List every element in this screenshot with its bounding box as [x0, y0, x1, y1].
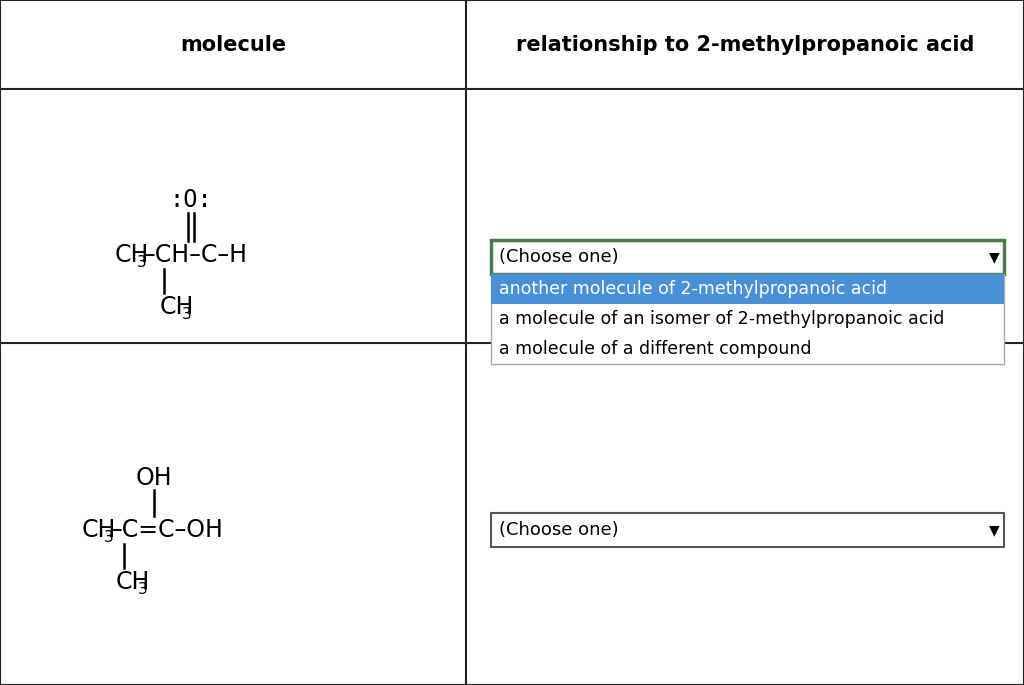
- Text: 3: 3: [137, 255, 146, 269]
- FancyBboxPatch shape: [490, 274, 1004, 304]
- Text: a molecule of an isomer of 2-methylpropanoic acid: a molecule of an isomer of 2-methylpropa…: [499, 310, 944, 328]
- Text: CH: CH: [160, 295, 195, 319]
- FancyBboxPatch shape: [490, 240, 1004, 274]
- Text: ▼: ▼: [989, 523, 999, 537]
- Text: 3: 3: [104, 530, 114, 545]
- Text: CH: CH: [116, 570, 151, 594]
- Text: relationship to 2-methylpropanoic acid: relationship to 2-methylpropanoic acid: [516, 34, 974, 55]
- FancyBboxPatch shape: [490, 274, 1004, 364]
- Text: another molecule of 2-methylpropanoic acid: another molecule of 2-methylpropanoic ac…: [499, 280, 887, 298]
- Text: CH: CH: [82, 518, 117, 542]
- Text: ▼: ▼: [989, 250, 999, 264]
- Text: CH: CH: [115, 243, 150, 267]
- Text: a molecule of a different compound: a molecule of a different compound: [499, 340, 811, 358]
- Text: 3: 3: [138, 582, 147, 597]
- FancyBboxPatch shape: [490, 513, 1004, 547]
- Text: –CH–C–H: –CH–C–H: [144, 243, 248, 267]
- Text: molecule: molecule: [180, 34, 286, 55]
- Text: :O:: :O:: [170, 188, 212, 212]
- Text: OH: OH: [136, 466, 172, 490]
- Text: 3: 3: [182, 306, 191, 321]
- Text: (Choose one): (Choose one): [499, 521, 618, 539]
- Text: –C=C–OH: –C=C–OH: [111, 518, 224, 542]
- Text: (Choose one): (Choose one): [499, 248, 618, 266]
